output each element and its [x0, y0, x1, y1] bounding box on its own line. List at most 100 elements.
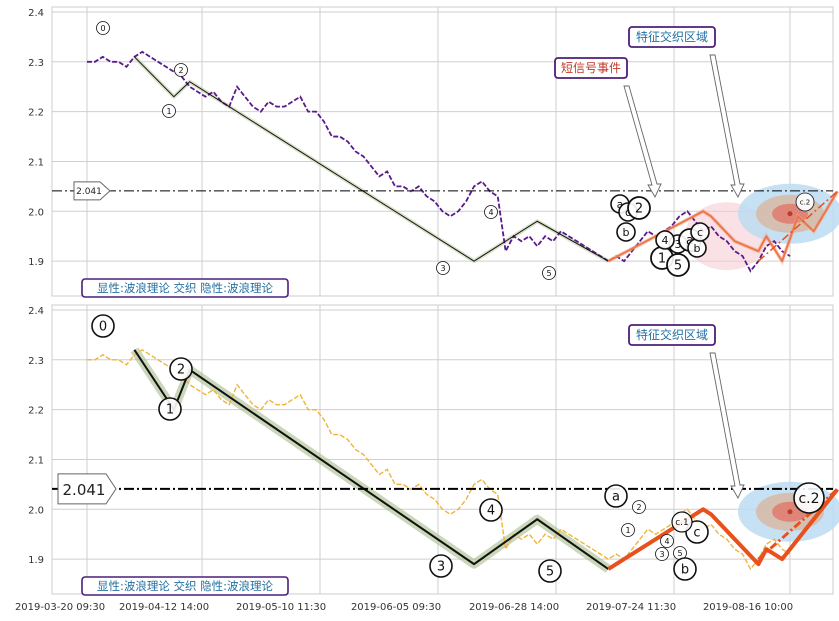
wave-label-circle: [660, 534, 674, 548]
wave-label-circle: [91, 314, 115, 338]
hline-value-label: 2.041: [76, 187, 102, 197]
wave-label-circle: [479, 498, 503, 522]
wave-label-circle: [627, 196, 651, 220]
wave-label: 3: [440, 264, 445, 273]
annotation-pointer: [709, 352, 745, 499]
wave-label: 4: [664, 537, 669, 546]
hline-value-label: 2.041: [63, 481, 106, 499]
feature-zone-center: [787, 509, 793, 515]
wave-label: 1: [625, 526, 630, 535]
wave-label-circle: [484, 205, 498, 219]
wave-label: c: [697, 226, 703, 239]
wave-label: 5: [546, 269, 551, 278]
wave-label-circle: [690, 222, 710, 242]
wave-label: 4: [487, 504, 495, 519]
wave-label-circle: [162, 104, 176, 118]
annotation-text: 特征交织区域: [636, 29, 708, 44]
wave-label: a: [617, 198, 624, 211]
wave-label: c.2: [798, 491, 819, 507]
x-tick-label: 2019-03-20 09:30: [15, 602, 105, 613]
wave-label: 2: [635, 202, 643, 217]
y-tick-label: 2.3: [28, 356, 44, 367]
hline-value-tag: [73, 181, 111, 201]
price-line: [87, 50, 791, 273]
wave-label: 0: [99, 320, 107, 335]
wave-label: 4: [662, 234, 669, 247]
projection-line: [757, 190, 838, 262]
x-tick-label: 2019-07-24 11:30: [586, 602, 676, 613]
wave-label-circle: [621, 523, 635, 537]
plot-frame: [51, 304, 834, 595]
wave-label: 3: [659, 550, 664, 559]
wave-label: 3: [675, 238, 682, 251]
wave-label-circle: [795, 192, 815, 212]
wave-label-circle: [542, 266, 556, 280]
legend-text: 显性:波浪理论 交织 隐性:波浪理论: [97, 579, 274, 593]
wave-label-circle: [655, 230, 675, 250]
wave-label-circle: [655, 547, 669, 561]
y-tick-label: 2.1: [28, 157, 44, 168]
y-tick-label: 2.3: [28, 58, 44, 69]
y-tick-label: 2.4: [28, 306, 44, 317]
annotation-text: 短信号事件: [561, 61, 621, 75]
wave-label-circle: [436, 261, 450, 275]
wave-label: 1: [166, 107, 171, 116]
x-tick-label: 2019-05-10 11:30: [236, 602, 326, 613]
wave-label: c.2: [800, 199, 811, 207]
annotation-box: [628, 26, 716, 48]
wave-label: 5: [546, 565, 554, 580]
wave-label: 1: [166, 403, 174, 418]
y-tick-label: 1.9: [28, 257, 44, 268]
wave-label-circle: [604, 484, 628, 508]
wave-label: b: [694, 242, 701, 255]
wave-label: b: [681, 563, 689, 578]
y-tick-label: 2.0: [28, 207, 44, 218]
y-tick-label: 2.0: [28, 505, 44, 516]
annotation-text: 特征交织区域: [636, 327, 708, 342]
wave-line-secondary: [607, 190, 839, 263]
wave-line-secondary: [607, 488, 839, 571]
legend-box: [81, 278, 289, 298]
wave-label: 5: [674, 259, 682, 274]
x-tick-label: 2019-08-16 10:00: [703, 602, 793, 613]
wave-label-circle: [174, 63, 188, 77]
wave-label-circle: [616, 222, 636, 242]
annotation-pointer: [623, 85, 662, 198]
wave-label-circle: [158, 397, 182, 421]
y-tick-label: 2.2: [28, 406, 44, 417]
wave-label: 2: [177, 363, 185, 378]
wave-label: 3: [437, 560, 445, 575]
annotation-pointer: [709, 54, 745, 198]
hline-value-tag: [57, 473, 117, 505]
wave-label-circle: [169, 357, 193, 381]
x-tick-label: 2019-06-05 09:30: [351, 602, 441, 613]
feature-zone-center: [787, 211, 793, 217]
wave-label-circle: [671, 511, 693, 533]
wave-line-secondary-glow: [607, 190, 839, 266]
y-tick-label: 1.9: [28, 555, 44, 566]
wave-label-circle: [538, 559, 562, 583]
wave-label: 4: [488, 208, 493, 217]
wave-label-circle: [632, 500, 646, 514]
panel-top: 1.92.02.12.22.32.42.041012345abc12345abc…: [28, 6, 839, 298]
panel-bottom: 1.92.02.12.22.32.42.041012345a12345bcc.1…: [15, 304, 839, 613]
wave-label: a: [612, 490, 620, 505]
wave-label: b: [623, 226, 630, 239]
wave-label: c.1: [675, 518, 689, 528]
wave-label-circle: [96, 21, 110, 35]
x-tick-label: 2019-04-12 14:00: [119, 602, 209, 613]
wave-label: 1: [658, 252, 666, 267]
wave-label: 2: [178, 66, 183, 75]
wave-line-primary: [134, 56, 609, 262]
wave-label-circle: [673, 557, 697, 581]
wave-label-circle: [793, 482, 825, 514]
wave-label-circle: [429, 554, 453, 578]
y-tick-label: 2.4: [28, 8, 44, 19]
y-tick-label: 2.1: [28, 455, 44, 466]
x-tick-label: 2019-06-28 14:00: [469, 602, 559, 613]
legend-text: 显性:波浪理论 交织 隐性:波浪理论: [97, 281, 274, 295]
legend-box: [81, 576, 289, 596]
y-tick-label: 2.2: [28, 108, 44, 119]
